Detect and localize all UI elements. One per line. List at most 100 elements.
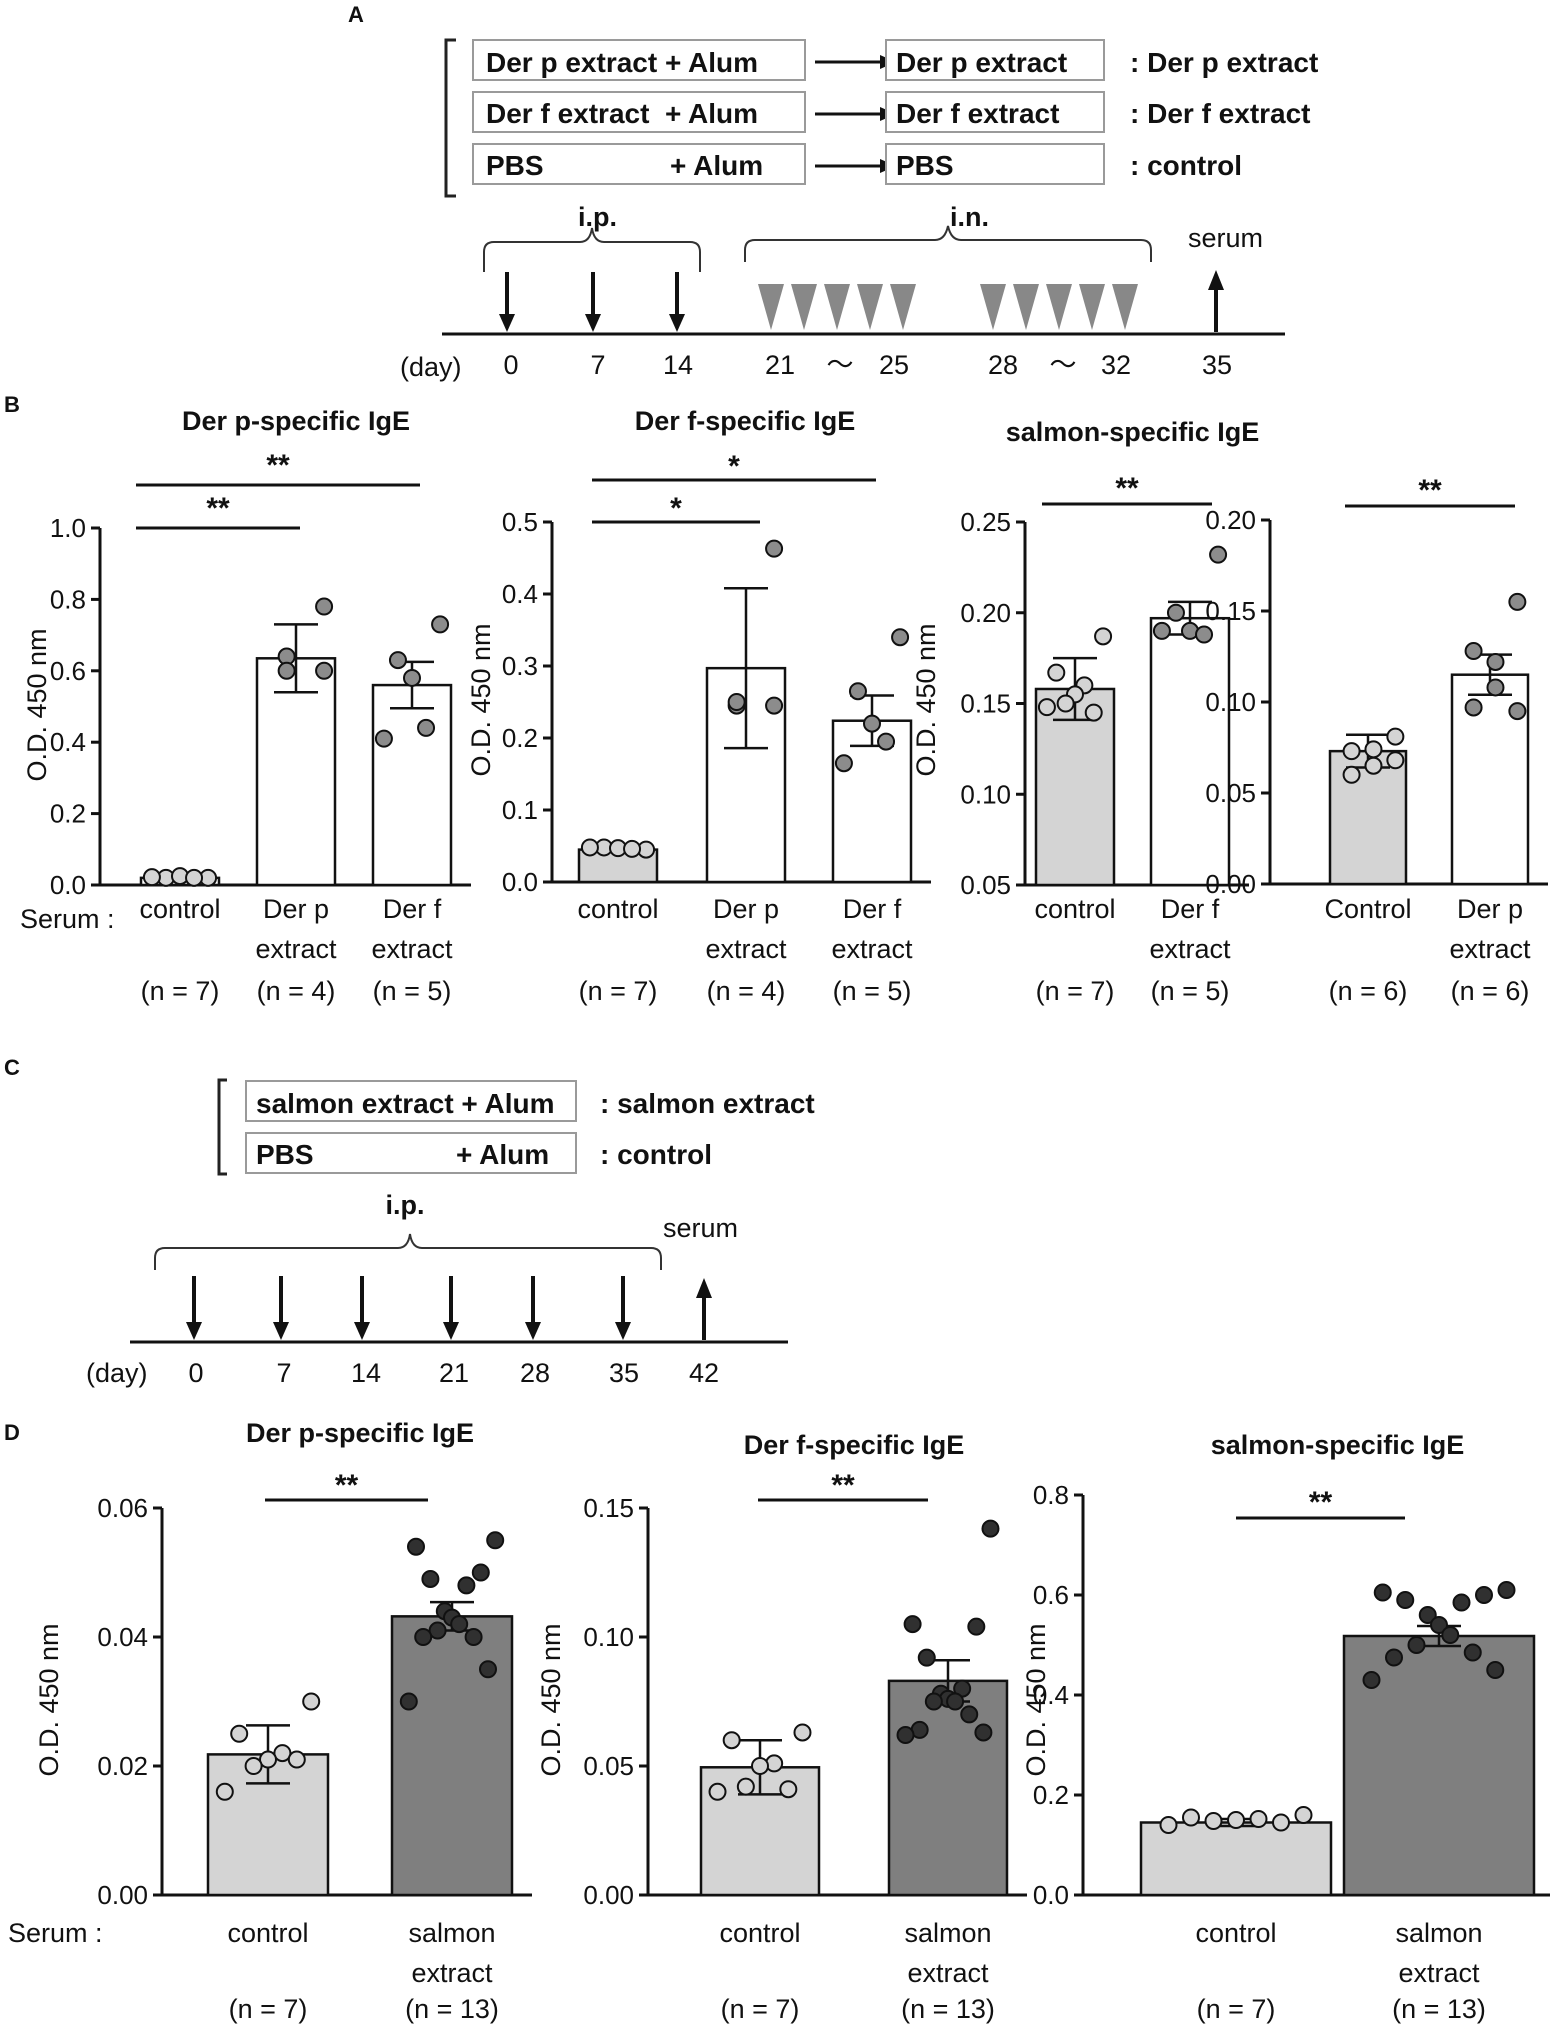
data-point <box>877 732 896 751</box>
significance-stars: ** <box>335 1469 359 1502</box>
data-point <box>1386 727 1405 746</box>
bar <box>390 1615 514 1897</box>
group-in-label: Der f extract <box>896 98 1059 129</box>
data-point <box>302 1692 321 1711</box>
data-point <box>1272 1813 1290 1832</box>
group-name: : control <box>600 1139 712 1170</box>
y-axis-label: O.D. 450 nm <box>911 623 941 776</box>
data-point <box>1430 1616 1448 1634</box>
day-tick: 21 <box>439 1358 469 1388</box>
significance-stars: ** <box>1115 472 1139 505</box>
x-category-label: extract <box>255 934 337 964</box>
data-point <box>1047 663 1066 682</box>
in-triangle <box>824 284 850 330</box>
data-point <box>580 838 599 857</box>
sample-size-label: (n = 7) <box>141 976 220 1006</box>
data-point <box>1094 627 1113 646</box>
y-axis-label: O.D. 450 nm <box>536 1623 566 1776</box>
ip-arrow-head <box>186 1322 202 1340</box>
sample-size-label: (n = 6) <box>1451 976 1530 1006</box>
data-point <box>1249 1810 1268 1828</box>
ip-arrow-head <box>273 1322 289 1340</box>
ip-arrow-head <box>499 314 515 332</box>
y-tick-label: 0.25 <box>960 507 1011 537</box>
chart-salmon-ige-b-derp: 0.00 0.05 0.10 0.15 0.20 Control (n = 6) Der p e… <box>1205 474 1548 1006</box>
y-tick-label: 0.05 <box>583 1751 634 1781</box>
data-point <box>1373 1583 1392 1602</box>
y-tick-label: 0.4 <box>502 579 538 609</box>
data-point <box>779 1780 798 1799</box>
data-point <box>1386 751 1405 770</box>
data-point <box>1152 621 1171 640</box>
y-tick-label: 0.00 <box>1205 869 1256 899</box>
sample-size-label: (n = 7) <box>579 976 658 1006</box>
ip-arrows <box>499 272 685 332</box>
panel-a-timeline: i.p. i.n. serum (day) 0 <box>400 202 1285 382</box>
data-point <box>1195 625 1214 644</box>
sample-size-label: (n = 4) <box>257 976 336 1006</box>
y-tick-label: 0.10 <box>1205 687 1256 717</box>
data-point <box>1464 698 1483 717</box>
data-point <box>727 693 746 711</box>
x-category-label: extract <box>1449 934 1531 964</box>
x-category-label: Control <box>1324 894 1411 924</box>
significance-stars: ** <box>1418 474 1442 507</box>
data-point <box>1204 1812 1223 1830</box>
y-tick-label: 0.05 <box>960 870 1011 900</box>
significance-stars: * <box>670 492 682 525</box>
data-point <box>863 714 881 733</box>
data-point <box>896 1726 915 1745</box>
data-point <box>399 1692 418 1711</box>
y-tick-label: 0.1 <box>502 795 538 825</box>
group-box <box>885 39 1105 81</box>
x-category-label: extract <box>907 1958 989 1988</box>
y-tick-label: 0.10 <box>960 779 1011 809</box>
data-point <box>287 1750 306 1769</box>
panel-c-timeline: i.p. serum (day) 0 7 14 21 28 35 42 <box>86 1190 788 1388</box>
data-point <box>1464 642 1483 661</box>
y-tick-label: 0.2 <box>502 723 538 753</box>
y-tick-label: 0.2 <box>50 799 86 829</box>
ip-arrows <box>186 1276 631 1340</box>
chart-title: Der p-specific IgE <box>182 406 410 436</box>
data-point <box>388 651 407 670</box>
sample-size-label: (n = 4) <box>707 976 786 1006</box>
serum-label: serum <box>1188 223 1263 253</box>
data-point <box>421 1569 440 1588</box>
chart-salmon-ige-d: salmon-specific IgE O.D. 450 nm 0.0 0.2 0.4 0… <box>1021 1430 1550 2024</box>
x-category-label: extract <box>1398 1958 1480 1988</box>
chart-salmon-ige-b-derf: salmon-specific IgE O.D. 450 nm 0.05 0.10 0.… <box>911 417 1259 1006</box>
bar <box>1149 616 1231 887</box>
group-box <box>885 143 1105 185</box>
data-point <box>793 1723 812 1742</box>
data-point <box>1385 1648 1403 1667</box>
y-tick-label: 0.2 <box>1033 1780 1069 1810</box>
significance-stars: ** <box>1309 1486 1333 1519</box>
day-tilde: 〜 <box>1050 350 1077 380</box>
data-point <box>142 868 161 887</box>
x-category-label: Der p <box>263 894 329 924</box>
data-point <box>1486 1661 1505 1679</box>
ip-label: i.p. <box>386 1190 425 1220</box>
ip-brace <box>154 1233 662 1270</box>
y-tick-label: 0.06 <box>97 1493 148 1523</box>
day-tick: 21 <box>765 350 795 380</box>
y-tick-label: 0.15 <box>1205 596 1256 626</box>
x-category-label: Der f <box>383 894 442 924</box>
y-tick-label: 1.0 <box>50 513 86 543</box>
data-point <box>414 1628 433 1646</box>
x-category-label: extract <box>371 934 453 964</box>
sample-size-label: (n = 7) <box>1197 1994 1276 2024</box>
x-category-label: Der p <box>713 894 779 924</box>
panel-c-bracket <box>217 1078 227 1176</box>
data-point <box>960 1705 979 1724</box>
y-tick-label: 0.0 <box>1033 1880 1069 1910</box>
data-point <box>1084 703 1103 722</box>
x-category-label: Der f <box>843 894 902 924</box>
sample-size-label: (n = 7) <box>1036 976 1115 1006</box>
day-tick: 35 <box>1202 350 1232 380</box>
day-ticks: 0 7 14 21 28 35 42 <box>188 1358 719 1388</box>
data-point <box>848 682 867 701</box>
x-category-label: salmon <box>904 1918 991 1948</box>
x-category-label: control <box>227 1918 308 1948</box>
